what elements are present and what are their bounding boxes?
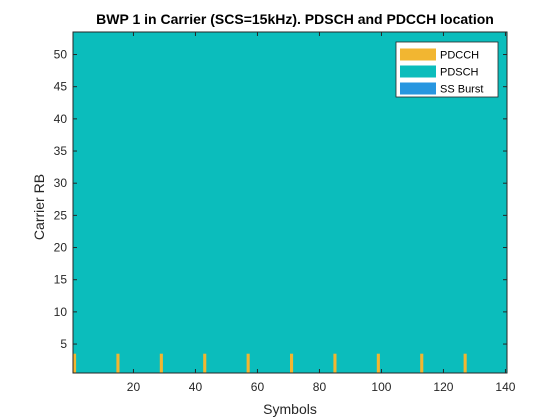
y-tick-label: 50: [54, 48, 68, 62]
y-tick-label: 20: [54, 241, 68, 255]
legend-label: PDCCH: [440, 50, 479, 62]
legend-label: PDSCH: [440, 67, 479, 79]
chart-title: BWP 1 in Carrier (SCS=15kHz). PDSCH and …: [96, 11, 494, 27]
pdcch-block: [159, 353, 163, 373]
pdcch-block: [73, 353, 77, 373]
y-tick-label: 35: [54, 144, 68, 158]
pdcch-block: [376, 353, 380, 373]
pdcch-block: [116, 353, 120, 373]
pdcch-block: [463, 353, 467, 373]
pdcch-block: [203, 353, 207, 373]
pdcch-block: [420, 353, 424, 373]
legend-swatch: [400, 65, 436, 78]
y-tick-label: 40: [54, 112, 68, 126]
x-tick-label: 20: [127, 380, 141, 394]
legend-label: SS Burst: [440, 84, 483, 96]
y-tick-label: 10: [54, 305, 68, 319]
x-tick-label: 60: [251, 380, 265, 394]
x-tick-label: 100: [371, 380, 391, 394]
y-axis-label: Carrier RB: [31, 174, 47, 240]
axes: 20 40 60 80 100 120 140 5 10 15 20 25 30 35 40 45 50: [54, 31, 516, 394]
x-axis-label: Symbols: [263, 401, 317, 417]
y-tick-label: 5: [60, 337, 67, 351]
legend: PDCCH PDSCH SS Burst: [395, 41, 499, 98]
legend-swatch: [400, 82, 436, 95]
x-tick-label: 80: [313, 380, 327, 394]
pdcch-block: [333, 353, 337, 373]
y-tick-label: 15: [54, 273, 68, 287]
x-tick-label: 40: [189, 380, 203, 394]
x-tick-label: 140: [495, 380, 515, 394]
y-tick-label: 25: [54, 208, 68, 222]
axes-box: [72, 31, 508, 374]
y-tick-label: 45: [54, 80, 68, 94]
x-tick-label: 120: [433, 380, 453, 394]
pdcch-block: [246, 353, 250, 373]
pdcch-block: [290, 353, 294, 373]
y-tick-label: 30: [54, 176, 68, 190]
legend-swatch: [400, 48, 436, 61]
